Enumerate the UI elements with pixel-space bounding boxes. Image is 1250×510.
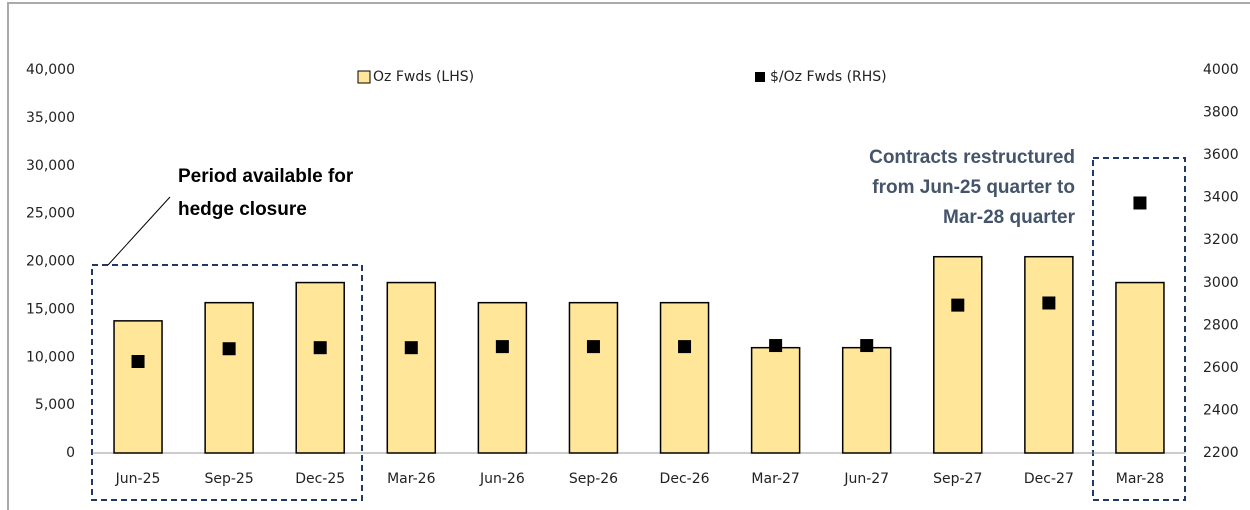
y2-tick-label: 3600 — [1203, 147, 1239, 163]
y2-tick-label: 3000 — [1203, 275, 1239, 291]
y-tick-label: 20,000 — [26, 254, 75, 270]
bar — [204, 301, 254, 454]
legend-label: Oz Fwds (LHS) — [373, 69, 474, 85]
annotation: hedge closure — [178, 199, 307, 220]
marker — [1133, 196, 1147, 210]
annotation: Period available for — [178, 166, 354, 187]
frame — [7, 2, 1250, 510]
legend-swatch — [755, 72, 765, 82]
x-tick-label: Mar-28 — [1116, 471, 1164, 487]
y-tick-label: 35,000 — [26, 110, 75, 126]
bar — [750, 346, 801, 454]
y2-tick-label: 2400 — [1203, 402, 1239, 418]
x-tick-label: Dec-25 — [295, 471, 345, 487]
bar — [568, 301, 619, 454]
y2-tick-label: 2200 — [1203, 445, 1239, 461]
y2-tick-label: 3800 — [1203, 105, 1239, 121]
marker — [222, 342, 236, 356]
x-tick-label: Jun-25 — [115, 471, 161, 487]
y-tick-label: 0 — [66, 445, 75, 461]
bar — [477, 301, 528, 454]
annotation: Contracts restructured — [869, 147, 1075, 168]
highlight-box — [91, 264, 363, 501]
x-tick-label: Sep-27 — [933, 471, 982, 487]
bar — [1115, 281, 1165, 454]
annotation: from Jun-25 quarter to — [872, 177, 1075, 198]
highlight-box — [1092, 157, 1186, 501]
x-tick-label: Jun-27 — [843, 471, 889, 487]
marker — [678, 340, 692, 354]
bar — [659, 301, 710, 454]
y-tick-label: 15,000 — [26, 301, 75, 317]
marker — [1042, 296, 1056, 310]
marker — [313, 341, 327, 355]
marker — [586, 340, 600, 354]
x-tick-label: Mar-26 — [387, 471, 435, 487]
annotation: Mar-28 quarter — [943, 207, 1076, 228]
legend-label: $/Oz Fwds (RHS) — [770, 69, 887, 85]
bar — [386, 281, 437, 454]
x-tick-label: Sep-26 — [569, 471, 618, 487]
y-tick-label: 30,000 — [26, 158, 75, 174]
y-tick-label: 10,000 — [26, 349, 75, 365]
bar — [1024, 255, 1074, 454]
bar — [113, 320, 163, 454]
x-tick-label: Jun-26 — [479, 471, 525, 487]
bar — [933, 255, 983, 454]
marker — [769, 339, 783, 353]
y-tick-label: 5,000 — [35, 397, 75, 413]
callout-line — [107, 196, 171, 266]
y2-tick-label: 3200 — [1203, 232, 1239, 248]
x-tick-label: Sep-25 — [204, 471, 253, 487]
y2-tick-label: 4000 — [1203, 62, 1239, 78]
marker — [404, 341, 418, 355]
marker — [131, 355, 145, 369]
y2-tick-label: 2800 — [1203, 317, 1239, 333]
y2-tick-label: 2600 — [1203, 360, 1239, 376]
x-tick-label: Mar-27 — [751, 471, 799, 487]
bar — [295, 281, 345, 454]
y-tick-label: 25,000 — [26, 206, 75, 222]
y-tick-label: 40,000 — [26, 62, 75, 78]
y2-tick-label: 3400 — [1203, 190, 1239, 206]
marker — [860, 339, 874, 353]
x-tick-label: Dec-27 — [1024, 471, 1074, 487]
legend-swatch — [357, 70, 371, 84]
bar — [841, 346, 892, 454]
marker — [951, 298, 965, 312]
marker — [495, 340, 509, 354]
x-tick-label: Dec-26 — [660, 471, 710, 487]
